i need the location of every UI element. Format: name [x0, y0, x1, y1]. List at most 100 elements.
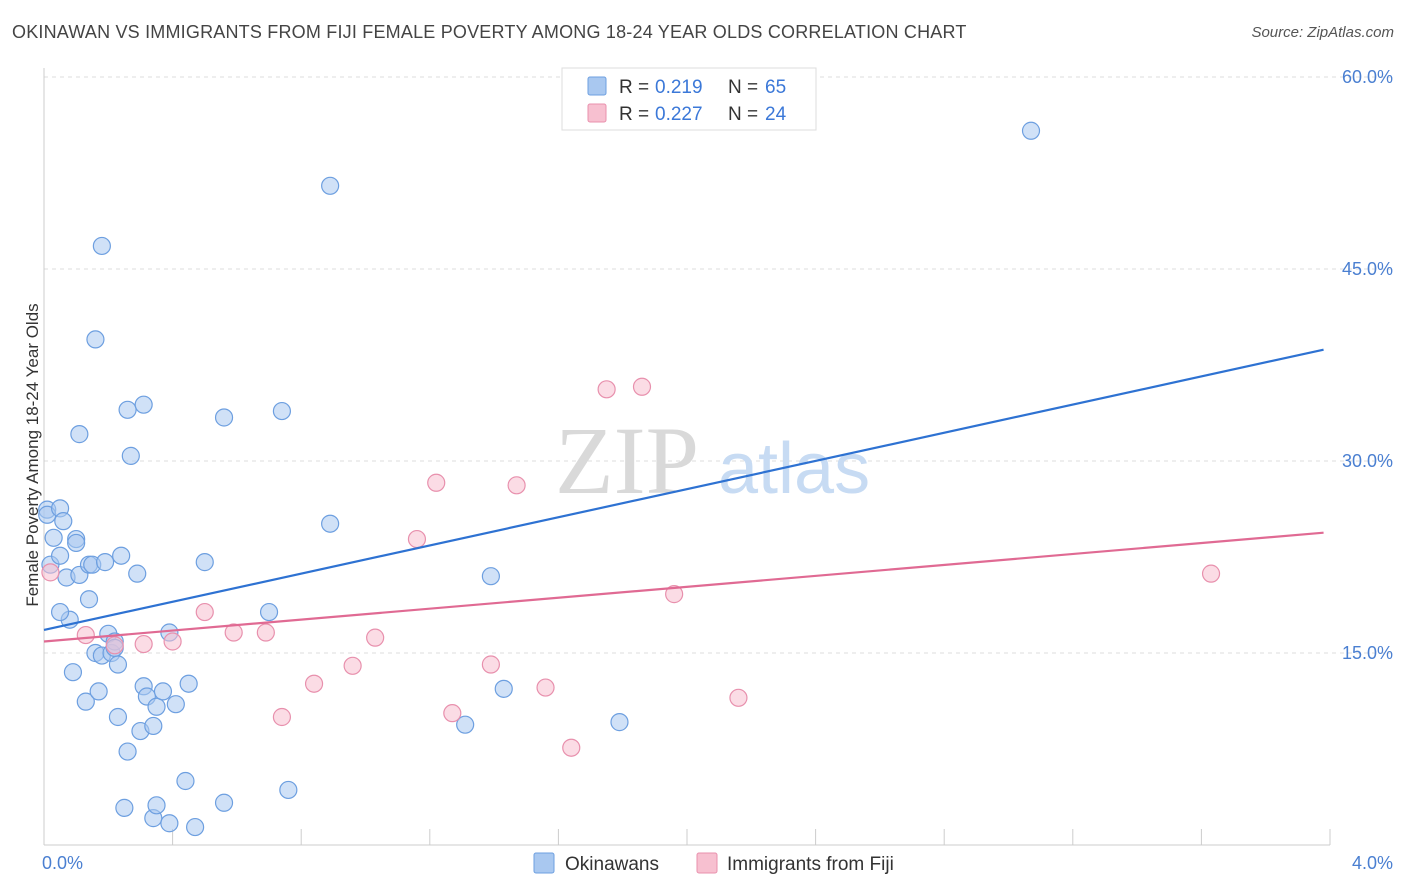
legend-swatch-fiji [587, 103, 607, 123]
data-point-okinawans [70, 425, 89, 444]
data-point-okinawans [1021, 121, 1041, 140]
data-point-fiji [632, 377, 652, 396]
data-point-okinawans [95, 553, 115, 572]
axes [43, 68, 1331, 846]
series-label-okinawans: Okinawans [565, 854, 659, 875]
data-point-fiji [1201, 564, 1221, 583]
data-point-fiji [443, 704, 462, 723]
data-point-okinawans [121, 446, 140, 465]
data-point-fiji [343, 656, 362, 675]
okinawans-points [38, 121, 1041, 837]
legend-r-fiji: 0.227 [655, 104, 703, 125]
data-point-fiji [272, 707, 292, 727]
watermark-atlas: atlas [718, 429, 870, 509]
correlation-legend: R = 0.219 N = 65 R = 0.227 N = 24 [561, 67, 817, 131]
data-point-okinawans [44, 528, 63, 547]
data-point-okinawans [118, 400, 137, 419]
series-label-fiji: Immigrants from Fiji [727, 854, 894, 875]
data-point-okinawans [456, 715, 475, 734]
data-point-okinawans [118, 742, 137, 761]
data-point-fiji [105, 636, 124, 655]
legend-swatch-okinawans [587, 76, 607, 96]
series-swatch-okinawans [533, 852, 555, 874]
data-point-okinawans [144, 716, 163, 736]
data-point-okinawans [279, 780, 298, 800]
data-point-okinawans [214, 408, 234, 427]
data-point-fiji [729, 688, 748, 707]
y-tick-label: 15.0% [1342, 643, 1393, 663]
data-point-okinawans [179, 674, 198, 693]
trend-lines [43, 348, 1324, 643]
data-point-okinawans [214, 793, 234, 812]
data-point-okinawans [115, 798, 134, 817]
data-point-fiji [536, 678, 555, 697]
chart-title: OKINAWAN VS IMMIGRANTS FROM FIJI FEMALE … [12, 22, 967, 42]
chart-source: Source: ZipAtlas.com [1251, 24, 1394, 41]
data-point-okinawans [160, 814, 179, 833]
data-point-okinawans [153, 682, 173, 701]
data-point-okinawans [272, 401, 292, 421]
x-tick-label: 4.0% [1352, 853, 1393, 873]
x-tick-labels: 0.0% 4.0% [42, 853, 1393, 873]
legend-n-okinawans: 65 [765, 77, 786, 98]
data-point-fiji [304, 674, 324, 693]
data-point-okinawans [186, 817, 205, 837]
data-point-okinawans [147, 796, 166, 815]
data-point-okinawans [481, 567, 500, 586]
data-point-okinawans [79, 590, 99, 609]
legend-n-label: N = [728, 77, 758, 98]
data-point-okinawans [321, 514, 340, 533]
data-point-fiji [507, 476, 526, 495]
data-point-fiji [407, 529, 427, 549]
y-tick-labels: 15.0% 30.0% 45.0% 60.0% [1342, 67, 1393, 663]
data-point-okinawans [89, 682, 108, 701]
data-point-fiji [134, 634, 153, 654]
legend-n-label: N = [728, 104, 758, 125]
data-point-okinawans [108, 707, 128, 727]
data-point-okinawans [63, 663, 83, 682]
data-point-okinawans [128, 564, 147, 583]
data-point-fiji [163, 632, 182, 651]
data-point-okinawans [176, 771, 195, 791]
x-tick-label: 0.0% [42, 853, 83, 873]
legend-r-label: R = [619, 104, 649, 125]
data-point-okinawans [92, 236, 111, 256]
data-point-fiji [427, 473, 446, 492]
data-point-fiji [562, 738, 581, 757]
data-point-okinawans [494, 679, 513, 698]
series-legend: Okinawans Immigrants from Fiji [533, 852, 894, 875]
data-point-fiji [481, 655, 500, 674]
data-point-fiji [195, 602, 214, 622]
y-tick-label: 60.0% [1342, 67, 1393, 87]
legend-n-fiji: 24 [765, 104, 787, 125]
watermark: ZIP atlas [555, 407, 870, 514]
data-point-fiji [224, 623, 243, 642]
legend-r-label: R = [619, 77, 649, 98]
fiji-points [41, 377, 1221, 757]
data-point-okinawans [259, 602, 279, 622]
y-tick-label: 30.0% [1342, 451, 1393, 471]
trend-line-fiji [43, 531, 1324, 643]
data-point-okinawans [76, 692, 95, 711]
data-point-okinawans [134, 395, 153, 414]
data-point-okinawans [108, 655, 128, 674]
trend-line-okinawans [43, 348, 1324, 632]
gridlines [44, 76, 1392, 654]
data-point-okinawans [195, 553, 214, 572]
data-point-okinawans [321, 176, 340, 195]
legend-r-okinawans: 0.219 [655, 77, 703, 98]
data-point-fiji [256, 623, 275, 642]
y-axis-title: Female Poverty Among 18-24 Year Olds [23, 303, 42, 606]
data-point-okinawans [86, 330, 105, 349]
data-point-okinawans [147, 697, 166, 716]
data-point-fiji [597, 380, 616, 399]
data-point-okinawans [50, 546, 70, 565]
watermark-zip: ZIP [555, 407, 699, 514]
data-point-fiji [366, 628, 385, 647]
data-point-fiji [41, 563, 60, 582]
y-tick-label: 45.0% [1342, 259, 1393, 279]
data-point-okinawans [112, 546, 131, 565]
data-point-okinawans [54, 512, 73, 531]
series-swatch-fiji [696, 852, 718, 874]
